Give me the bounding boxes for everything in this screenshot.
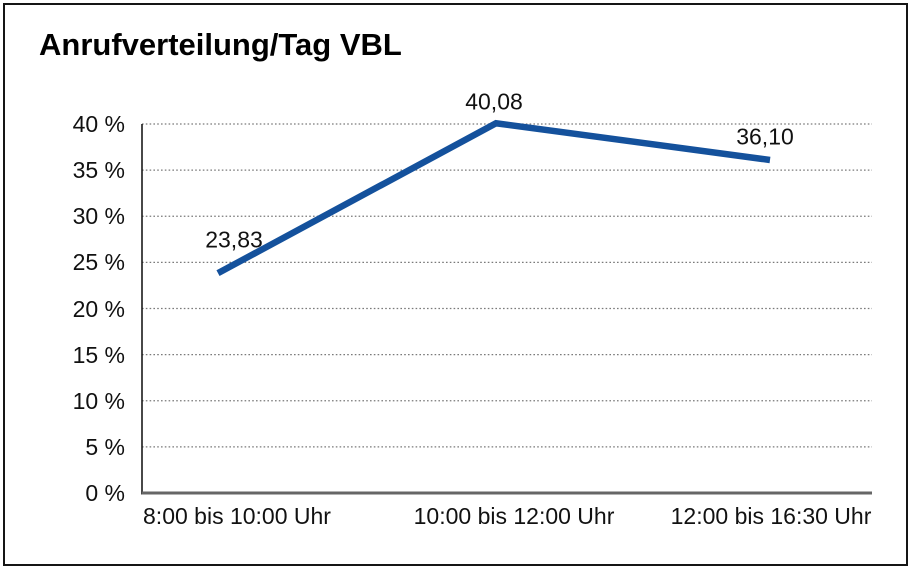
x-axis-category-label: 8:00 bis 10:00 Uhr [143,503,331,529]
y-axis-tick-label: 10 % [72,387,125,414]
y-axis-tick-label: 20 % [72,295,125,322]
y-axis-tick-label: 35 % [72,157,125,184]
data-line [216,119,771,277]
data-point-label: 36,10 [736,123,794,150]
y-axis-tick-label: 30 % [72,203,125,230]
x-axis-category-label: 10:00 bis 12:00 Uhr [413,503,615,529]
y-axis-tick-label: 0 % [85,480,125,506]
data-point-label: 23,83 [205,226,263,253]
x-axis-category-label: 12:00 bis 16:30 Uhr [670,503,872,529]
y-axis-tick-label: 40 % [72,111,125,137]
y-axis-tick-label: 5 % [85,433,125,460]
y-axis-tick-label: 25 % [72,249,125,276]
y-axis-tick-label: 15 % [72,341,125,368]
chart-frame [3,3,908,566]
data-point-label: 40,08 [465,88,523,115]
chart-title: Anrufverteilung/Tag VBL [39,27,402,62]
